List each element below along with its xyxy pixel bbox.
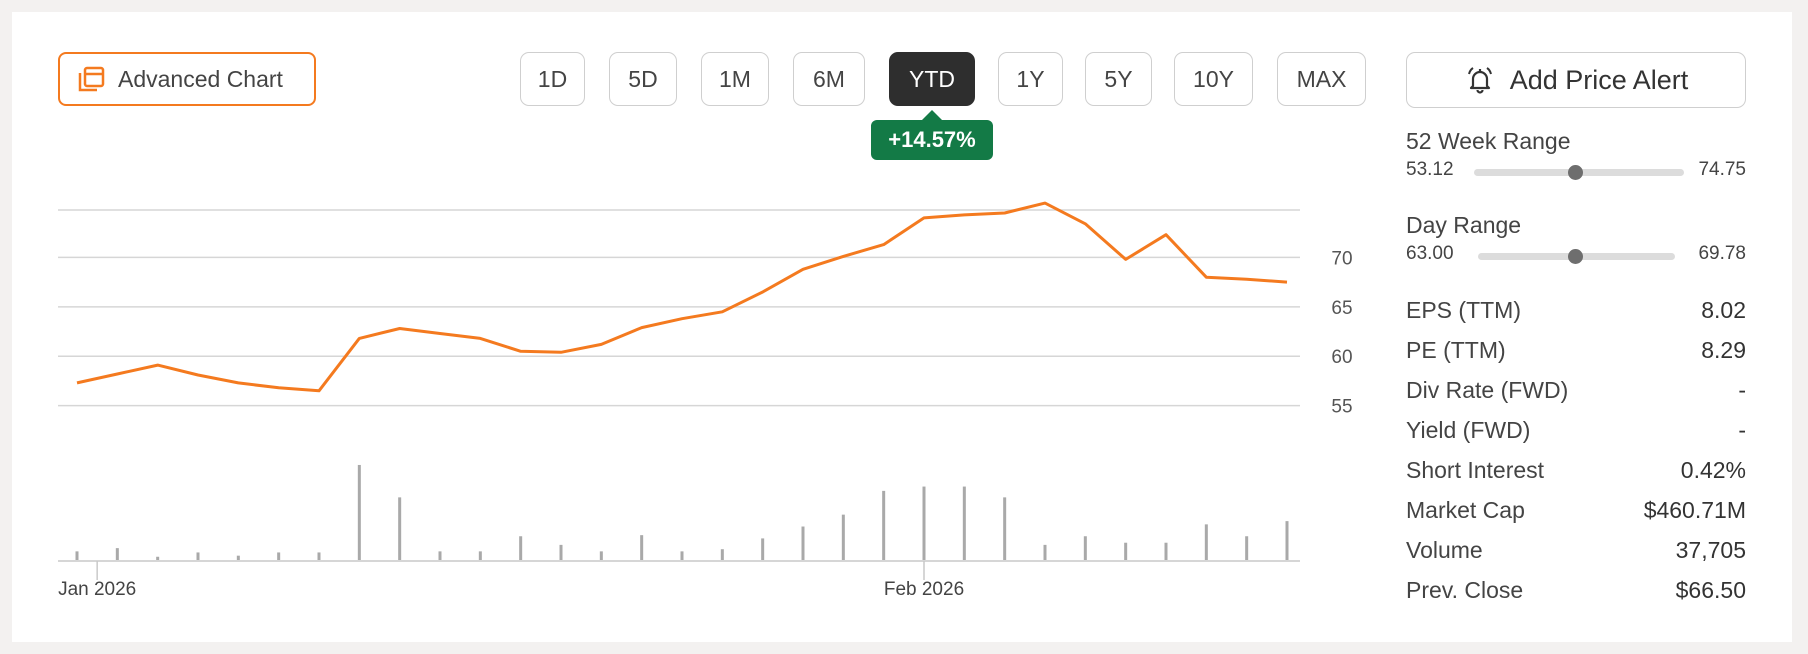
volume-bar — [478, 551, 482, 560]
volume-bar — [277, 552, 281, 560]
volume-bar — [1124, 542, 1128, 560]
stat-row-yield: Yield (FWD) - — [1406, 412, 1746, 448]
stat-value: 8.02 — [1701, 296, 1746, 323]
week52-range-title: 52 Week Range — [1406, 128, 1571, 154]
day-range-track — [1478, 249, 1675, 264]
stat-label: Prev. Close — [1406, 576, 1524, 603]
range-button-6m[interactable]: 6M — [793, 52, 865, 106]
y-tick-label: 55 — [1331, 397, 1352, 418]
range-button-1y[interactable]: 1Y — [998, 52, 1063, 106]
volume-bar — [75, 551, 79, 560]
stat-row-pe: PE (TTM) 8.29 — [1406, 332, 1746, 368]
y-tick-label: 70 — [1331, 248, 1352, 269]
volume-bar — [962, 486, 966, 560]
day-range-marker — [1567, 249, 1583, 264]
stat-value: - — [1738, 376, 1746, 403]
volume-bar — [156, 556, 160, 560]
week52-range: 52 Week Range 53.12 74.75 — [1406, 128, 1746, 185]
stat-row-div-rate: Div Rate (FWD) - — [1406, 372, 1746, 408]
volume-bar — [922, 486, 926, 560]
ytd-change-badge: +14.57% — [871, 110, 993, 160]
volume-bar — [115, 548, 119, 560]
week52-low: 53.12 — [1406, 159, 1454, 180]
price-line — [76, 201, 1288, 393]
chart-grid — [58, 209, 1300, 407]
stat-row-volume: Volume 37,705 — [1406, 532, 1746, 568]
stat-value: 37,705 — [1675, 536, 1746, 563]
advanced-chart-icon — [78, 66, 105, 92]
stat-value: $460.71M — [1643, 496, 1746, 523]
add-price-alert-label: Add Price Alert — [1509, 64, 1689, 95]
volume-bar — [882, 490, 886, 560]
stat-label: PE (TTM) — [1406, 336, 1506, 363]
stat-row-market-cap: Market Cap $460.71M — [1406, 492, 1746, 528]
stat-row-prev-close: Prev. Close $66.50 — [1406, 572, 1746, 608]
week52-range-marker — [1567, 165, 1583, 180]
stat-label: Div Rate (FWD) — [1406, 376, 1569, 403]
range-button-1m[interactable]: 1M — [701, 52, 769, 106]
stat-value: $66.50 — [1675, 576, 1746, 603]
volume-bar — [599, 551, 603, 560]
day-range-title: Day Range — [1406, 212, 1522, 238]
stat-row-eps: EPS (TTM) 8.02 — [1406, 292, 1746, 328]
y-tick-label: 65 — [1331, 298, 1352, 319]
bell-icon — [1467, 67, 1492, 94]
volume-bars — [75, 464, 1289, 560]
day-range: Day Range 63.00 69.78 — [1406, 212, 1746, 269]
volume-bar — [438, 551, 442, 560]
quote-chart-card — [12, 12, 1792, 642]
stat-value: 8.29 — [1701, 336, 1746, 363]
range-button-10y[interactable]: 10Y — [1174, 52, 1253, 106]
volume-bar — [357, 464, 361, 560]
volume-bar — [1043, 544, 1047, 560]
week52-range-track — [1474, 165, 1684, 180]
range-button-5d[interactable]: 5D — [609, 52, 677, 106]
x-tick-label: Jan 2026 — [58, 579, 136, 600]
stat-label: Market Cap — [1406, 496, 1525, 523]
volume-bar — [1285, 521, 1289, 560]
volume-bar — [196, 552, 200, 560]
add-price-alert-button[interactable]: Add Price Alert — [1406, 52, 1746, 108]
week52-high: 74.75 — [1698, 159, 1746, 180]
day-high: 69.78 — [1698, 243, 1746, 264]
range-button-1d[interactable]: 1D — [520, 52, 585, 106]
stat-value: - — [1738, 416, 1746, 443]
range-button-max[interactable]: MAX — [1277, 52, 1366, 106]
volume-bar — [720, 549, 724, 560]
day-low: 63.00 — [1406, 243, 1454, 264]
stat-row-short-interest: Short Interest 0.42% — [1406, 452, 1746, 488]
advanced-chart-button[interactable]: Advanced Chart — [58, 52, 316, 106]
volume-bar — [841, 514, 845, 560]
volume-bar — [801, 526, 805, 560]
volume-bar — [640, 535, 644, 560]
volume-bar — [1003, 497, 1007, 560]
x-axis: Jan 2026 Feb 2026 — [58, 560, 1300, 600]
y-axis-labels: 70 65 60 55 — [1331, 248, 1352, 417]
stat-label: Yield (FWD) — [1406, 416, 1531, 443]
volume-bar — [317, 552, 321, 560]
x-tick-label: Feb 2026 — [884, 579, 964, 600]
volume-bar — [1245, 536, 1249, 560]
y-tick-label: 60 — [1331, 347, 1352, 368]
volume-bar — [519, 536, 523, 560]
advanced-chart-label: Advanced Chart — [118, 65, 283, 92]
volume-bar — [1083, 536, 1087, 560]
volume-bar — [1164, 542, 1168, 560]
volume-bar — [1204, 524, 1208, 560]
volume-bar — [761, 538, 765, 560]
stat-label: Volume — [1406, 536, 1483, 563]
range-button-5y[interactable]: 5Y — [1085, 52, 1152, 106]
volume-bar — [559, 544, 563, 560]
range-button-ytd[interactable]: YTD — [889, 52, 975, 106]
volume-bar — [398, 497, 402, 560]
volume-bar — [680, 551, 684, 560]
volume-bar — [236, 555, 240, 560]
stat-value: 0.42% — [1680, 456, 1746, 483]
stat-label: Short Interest — [1406, 456, 1545, 483]
stat-label: EPS (TTM) — [1406, 296, 1521, 323]
